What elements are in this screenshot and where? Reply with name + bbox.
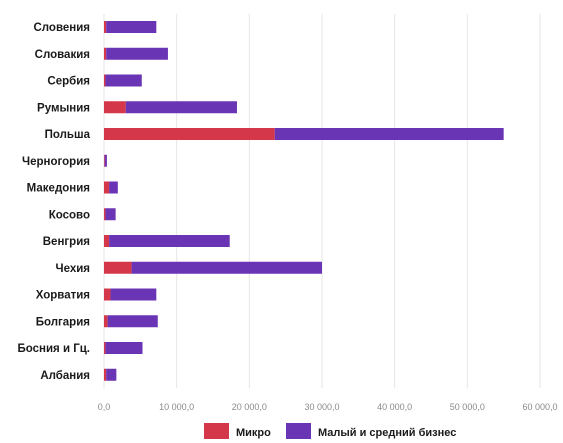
- category-label: Румыния: [37, 102, 90, 114]
- x-tick-label: 20 000,0: [232, 402, 267, 412]
- bar-sme: [106, 21, 157, 33]
- gridlines: [103, 14, 541, 388]
- bar-sme: [110, 288, 157, 301]
- bar-micro: [104, 235, 110, 247]
- bar-sme: [105, 74, 142, 87]
- category-label: Черногория: [22, 156, 90, 168]
- bar-sme: [109, 181, 118, 194]
- x-axis-tick-labels: 0,0 10 000,0 20 000,0 30 000,0 40 000,0 50 00…: [98, 402, 558, 412]
- bar-sme: [109, 235, 230, 247]
- category-label: Польша: [45, 129, 91, 141]
- bar-micro: [104, 368, 107, 381]
- category-label: Чехия: [56, 263, 91, 275]
- category-label: Босния и Гц.: [17, 343, 90, 355]
- x-tick-label: 50 000,0: [450, 402, 485, 412]
- category-label: Венгрия: [43, 236, 90, 248]
- bar-sme: [104, 154, 107, 167]
- x-tick-label: 30 000,0: [304, 402, 339, 412]
- bar-micro: [104, 47, 107, 60]
- bar-micro: [104, 315, 108, 328]
- bar-micro: [104, 128, 275, 140]
- bar-micro: [104, 181, 110, 194]
- bar-sme: [107, 315, 158, 328]
- bar-micro: [104, 208, 106, 221]
- category-label: Болгария: [36, 316, 90, 328]
- x-tick-label: 60 000,0: [522, 402, 557, 412]
- bar-micro: [104, 261, 132, 274]
- category-label: Албания: [40, 370, 90, 382]
- bar-micro: [104, 342, 106, 354]
- bar-sme: [105, 208, 116, 221]
- legend-label-micro: Микро: [236, 427, 271, 439]
- bar-sme: [125, 101, 237, 114]
- category-label: Хорватия: [36, 290, 90, 302]
- bar-sme: [105, 342, 143, 354]
- category-label: Сербия: [47, 76, 90, 88]
- category-label: Словакия: [35, 49, 90, 61]
- bar-micro: [104, 288, 111, 301]
- bar-micro: [104, 101, 126, 114]
- bars: [104, 21, 504, 381]
- x-tick-label: 10 000,0: [159, 402, 194, 412]
- bar-micro: [104, 154, 105, 167]
- category-labels: Словения Словакия Сербия Румыния Польша Черно…: [17, 22, 90, 382]
- bar-sme: [106, 47, 168, 60]
- x-tick-label: 0,0: [98, 402, 111, 412]
- legend: Микро Малый и средний бизнес: [204, 423, 456, 439]
- legend-label-sme: Малый и средний бизнес: [318, 427, 456, 439]
- bar-micro: [104, 74, 106, 87]
- x-tick-label: 40 000,0: [377, 402, 412, 412]
- bar-sme: [131, 261, 322, 274]
- bar-sme: [106, 368, 117, 381]
- legend-swatch-micro: [204, 423, 229, 439]
- legend-swatch-sme: [286, 423, 311, 439]
- bar-micro: [104, 21, 107, 33]
- category-label: Македония: [27, 183, 90, 195]
- category-label: Словения: [33, 22, 90, 34]
- bar-sme: [274, 128, 504, 140]
- category-label: Косово: [49, 209, 90, 221]
